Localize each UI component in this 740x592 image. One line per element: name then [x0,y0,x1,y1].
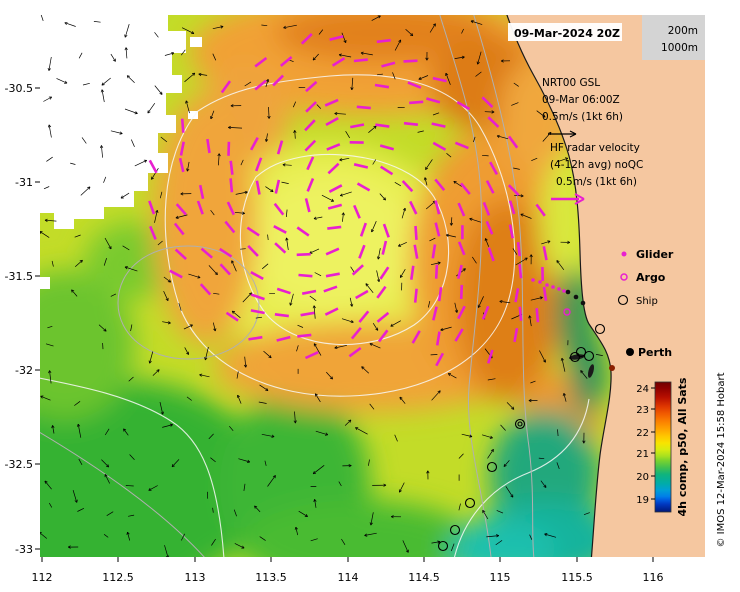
black-reference-arrow-icon [548,130,577,138]
timestamp-annotation: 09-Mar-2024 20Z [514,27,620,40]
colorbar-tick-label: 24 [636,384,649,395]
city-label-perth: Perth [638,346,672,359]
legend-label-argo: Argo [636,271,666,284]
map-plot-area [40,15,705,557]
depth-labels-box [642,15,705,60]
y-tick-label: -30.5 [5,82,33,95]
coastal-obs-dots [565,289,586,306]
ship-markers [437,323,606,552]
x-tick-label: 116 [643,571,664,584]
x-tick-label: 112.5 [102,571,134,584]
gsl-line1: NRT00 GSL [542,77,600,89]
y-tick-label: -31.5 [5,270,33,283]
colorbar-gradient [654,381,672,513]
y-tick-label: -33 [15,543,33,556]
x-tick-label: 115.5 [561,571,593,584]
x-tick-label: 115 [490,571,511,584]
argo-marker [563,308,571,316]
hf-line1: HF radar velocity [550,142,640,154]
colorbar-tick-label: 23 [636,405,649,416]
colorbar-ticks [651,387,655,500]
y-axis: -30.5 -31 -31.5 -32 -32.5 -33 [5,82,40,556]
x-axis: 112 112.5 113 113.5 114 114.5 115 115.5 … [32,557,664,584]
legend-label-ship: Ship [636,296,658,307]
islands [569,354,595,378]
hf-line2: (4-12h avg) noQC [550,159,643,171]
gsl-velocity-vector-field [148,32,548,367]
x-tick-label: 112 [32,571,53,584]
glider-legend-icon [621,251,627,257]
credit-text: © IMOS 12-Mar-2024 15:58 Hobart [716,372,727,547]
colorbar-tick-label: 19 [636,495,649,506]
x-tick-label: 113.5 [255,571,287,584]
magenta-reference-arrow-icon [551,193,585,205]
y-tick-label: -31 [15,176,33,189]
sst-field [40,15,620,557]
colorbar-title: 4h comp, p50, All Sats [676,377,689,516]
x-tick-label: 114 [338,571,359,584]
colorbar-tick-label: 22 [636,428,649,439]
depth-label-1000m: 1000m [661,42,698,54]
perth-city-dot [626,348,634,356]
colorbar-tick-label: 21 [636,449,649,460]
ship-legend-icon [617,294,629,306]
sst-contours [40,74,590,557]
colorbar: 24 23 22 21 20 19 4h comp, p50, All Sats [636,377,689,516]
x-tick-label: 114.5 [408,571,440,584]
depth-label-200m: 200m [668,25,698,37]
colorbar-tick-label: 20 [636,472,649,483]
glider-track-dots [531,278,566,293]
y-tick-label: -32 [15,364,33,377]
x-axis-ticks [41,557,654,562]
coastline [506,15,612,557]
hf-annotation-block: HF radar velocity (4-12h avg) noQC 0.5m/… [550,142,643,205]
y-axis-ticks [35,87,40,550]
x-tick-label: 113 [185,571,206,584]
gsl-line3: 0.5m/s (1kt 6h) [542,111,623,123]
timestamp-box [508,23,622,41]
mooring-marker [609,365,615,371]
bathymetry-contours [40,15,535,557]
gsl-annotation-block: NRT00 GSL 09-Mar 06:00Z 0.5m/s (1kt 6h) [542,77,623,138]
nodata-region [40,15,202,289]
hf-radar-vector-field [40,15,603,557]
gsl-line2: 09-Mar 06:00Z [542,94,620,106]
legend-label-glider: Glider [636,248,674,261]
hf-line3: 0.5m/s (1kt 6h) [556,176,637,188]
argo-legend-icon [620,273,628,281]
legend: Glider Argo Ship [617,248,674,307]
y-tick-label: -32.5 [5,458,33,471]
